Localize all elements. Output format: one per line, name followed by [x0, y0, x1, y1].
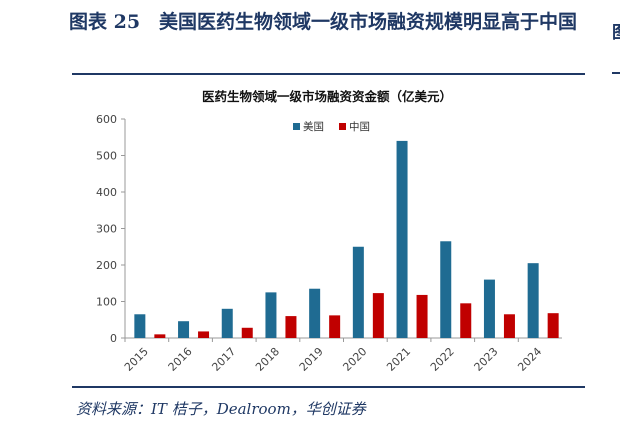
x-tick-label: 2015	[122, 345, 151, 374]
bar-us-2019	[309, 288, 321, 338]
y-tick-label: 0	[110, 332, 117, 345]
x-tick-label: 2023	[472, 345, 501, 374]
bar-cn-2024	[547, 313, 559, 338]
bar-cn-2022	[460, 303, 472, 338]
legend: 美国 中国	[293, 120, 370, 133]
x-tick-label: 2018	[253, 345, 282, 374]
x-tick-label: 2021	[384, 345, 413, 374]
figure-title: 图表 25 美国医药生物领域一级市场融资规模明显高于中国	[69, 11, 578, 33]
x-tick-label: 2016	[166, 345, 195, 374]
next-figure-fragment: 图	[612, 18, 620, 43]
bar-cn-2019	[329, 315, 341, 338]
bar-us-2022	[440, 241, 452, 338]
bar-cn-2016	[198, 331, 210, 338]
title-rule	[72, 73, 585, 75]
x-tick-label: 2024	[515, 345, 544, 374]
bar-us-2016	[178, 321, 190, 338]
bar-cn-2018	[285, 316, 297, 338]
bar-us-2017	[221, 308, 233, 338]
bar-cn-2015	[154, 334, 166, 338]
legend-swatch-cn	[339, 123, 346, 130]
y-tick-label: 200	[96, 259, 117, 272]
bar-cn-2020	[372, 293, 384, 338]
x-tick-label: 2017	[209, 345, 238, 374]
y-tick-label: 400	[96, 186, 117, 199]
legend-label-cn: 中国	[349, 120, 370, 133]
chart-title: 医药生物领域一级市场融资资金额（亿美元）	[202, 89, 452, 104]
bar-us-2021	[396, 140, 408, 338]
y-tick-label: 500	[96, 150, 117, 163]
source-rule	[72, 386, 585, 388]
bar-cn-2023	[503, 314, 515, 338]
x-tick-label: 2020	[340, 345, 369, 374]
bar-cn-2021	[416, 294, 428, 338]
source-note: 资料来源：IT 桔子，Dealroom，华创证券	[76, 400, 366, 418]
legend-label-us: 美国	[303, 120, 324, 133]
y-tick-label: 100	[96, 296, 117, 309]
bar-cn-2017	[241, 327, 253, 338]
y-tick-label: 300	[96, 223, 117, 236]
bars	[134, 140, 559, 338]
x-tick-label: 2019	[297, 345, 326, 374]
next-figure-rule-fragment	[612, 72, 620, 74]
bar-us-2015	[134, 314, 146, 338]
bar-us-2024	[527, 263, 539, 338]
y-tick-label: 600	[96, 113, 117, 126]
bar-us-2018	[265, 292, 277, 338]
x-tick-label: 2022	[428, 345, 457, 374]
bar-us-2023	[483, 279, 495, 338]
legend-swatch-us	[293, 123, 300, 130]
bar-us-2020	[352, 246, 364, 338]
